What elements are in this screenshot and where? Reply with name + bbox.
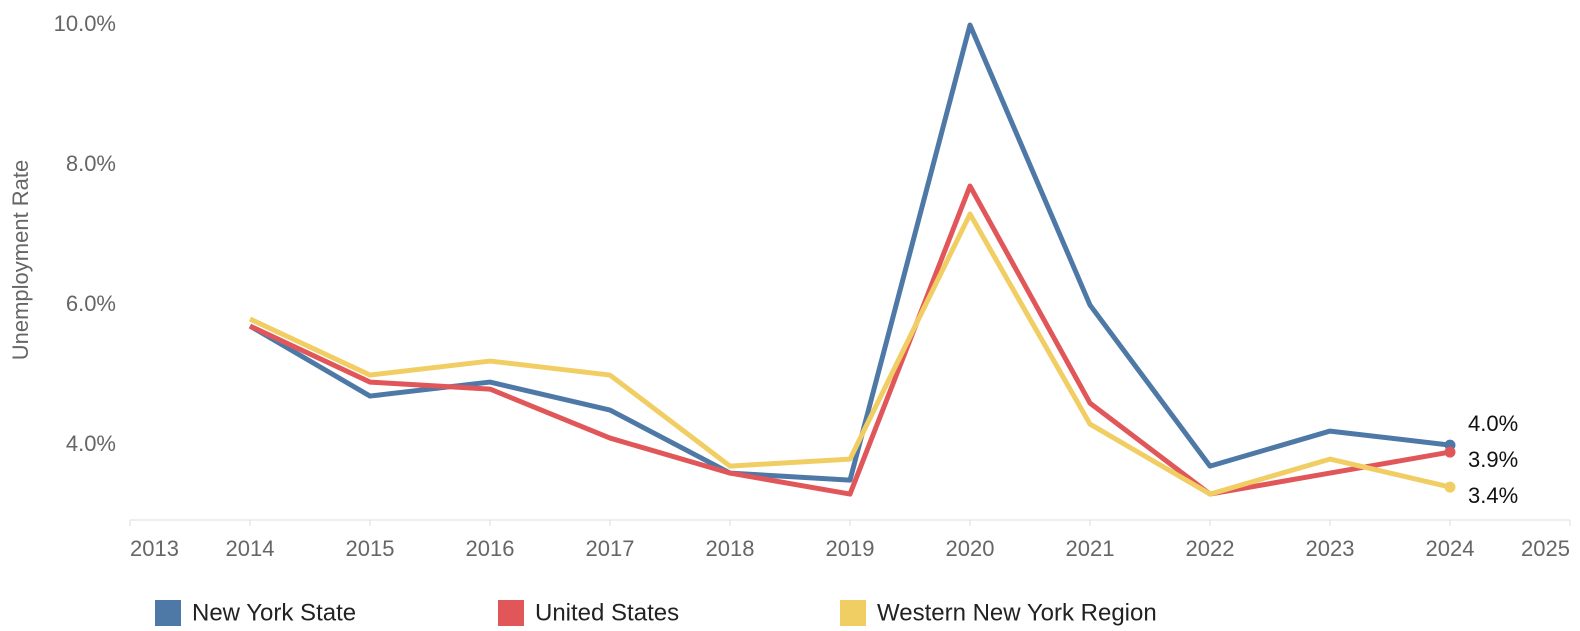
legend-label: United States bbox=[535, 599, 679, 626]
y-axis-label: Unemployment Rate bbox=[8, 160, 33, 361]
x-tick-label: 2013 bbox=[130, 536, 179, 561]
x-tick-label: 2016 bbox=[466, 536, 515, 561]
x-tick-label: 2019 bbox=[826, 536, 875, 561]
y-tick-label: 10.0% bbox=[54, 11, 116, 36]
x-tick-label: 2025 bbox=[1521, 536, 1570, 561]
end-point bbox=[1444, 446, 1456, 458]
x-tick-label: 2018 bbox=[706, 536, 755, 561]
x-tick-label: 2023 bbox=[1306, 536, 1355, 561]
series-line bbox=[248, 211, 1451, 497]
series-line bbox=[248, 183, 1451, 497]
y-tick-label: 8.0% bbox=[66, 151, 116, 176]
x-tick-label: 2014 bbox=[226, 536, 275, 561]
legend-swatch bbox=[840, 600, 866, 626]
x-tick-label: 2021 bbox=[1066, 536, 1115, 561]
legend-label: New York State bbox=[192, 599, 356, 626]
x-tick-label: 2020 bbox=[946, 536, 995, 561]
x-tick-label: 2024 bbox=[1426, 536, 1475, 561]
x-tick-label: 2015 bbox=[346, 536, 395, 561]
legend-label: Western New York Region bbox=[877, 599, 1157, 626]
value-label: 4.0% bbox=[1468, 411, 1518, 436]
x-tick-label: 2017 bbox=[586, 536, 635, 561]
value-label: 3.9% bbox=[1468, 447, 1518, 472]
x-tick-label: 2022 bbox=[1186, 536, 1235, 561]
legend-swatch bbox=[498, 600, 524, 626]
legend-swatch bbox=[155, 600, 181, 626]
y-tick-label: 6.0% bbox=[66, 291, 116, 316]
series-line bbox=[248, 22, 1451, 483]
end-point bbox=[1444, 481, 1456, 493]
y-tick-label: 4.0% bbox=[66, 431, 116, 456]
value-label: 3.4% bbox=[1468, 483, 1518, 508]
